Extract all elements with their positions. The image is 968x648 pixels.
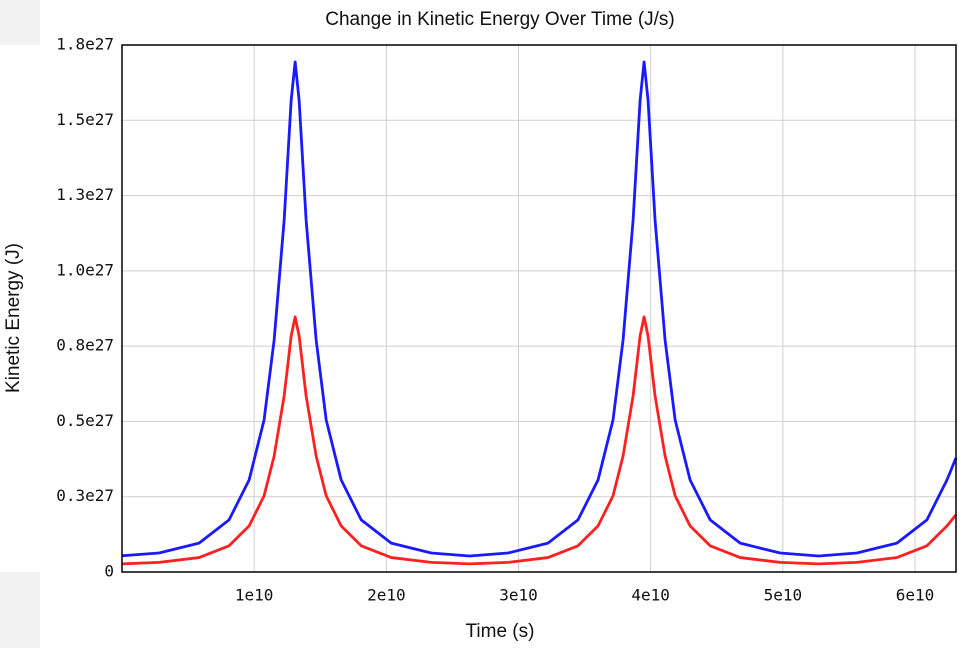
y-tick-label: 0.3e27 bbox=[56, 486, 114, 505]
y-tick-label: 1.3e27 bbox=[56, 185, 114, 204]
sidebar-bottom bbox=[0, 572, 40, 648]
chart-title: Change in Kinetic Energy Over Time (J/s) bbox=[325, 9, 675, 30]
y-axis-label: Kinetic Energy (J) bbox=[3, 243, 24, 393]
y-tick-label: 0.8e27 bbox=[56, 336, 114, 355]
y-tick-label: 0 bbox=[104, 562, 114, 581]
series-line bbox=[121, 315, 958, 566]
x-tick-label: 5e10 bbox=[764, 586, 803, 605]
x-tick-label: 1e10 bbox=[235, 586, 274, 605]
series-line bbox=[121, 60, 958, 558]
y-tick-label: 1.5e27 bbox=[56, 110, 114, 129]
x-axis-label: Time (s) bbox=[466, 621, 535, 642]
plot-border bbox=[121, 44, 957, 573]
y-tick-label: 0.5e27 bbox=[56, 411, 114, 430]
y-tick-label: 1.8e27 bbox=[56, 35, 114, 54]
y-tick-label: 1.0e27 bbox=[56, 260, 114, 279]
x-tick-label: 6e10 bbox=[896, 586, 935, 605]
x-tick-label: 4e10 bbox=[631, 586, 670, 605]
x-tick-label: 2e10 bbox=[367, 586, 406, 605]
sidebar-top bbox=[0, 0, 40, 45]
x-tick-label: 3e10 bbox=[499, 586, 538, 605]
